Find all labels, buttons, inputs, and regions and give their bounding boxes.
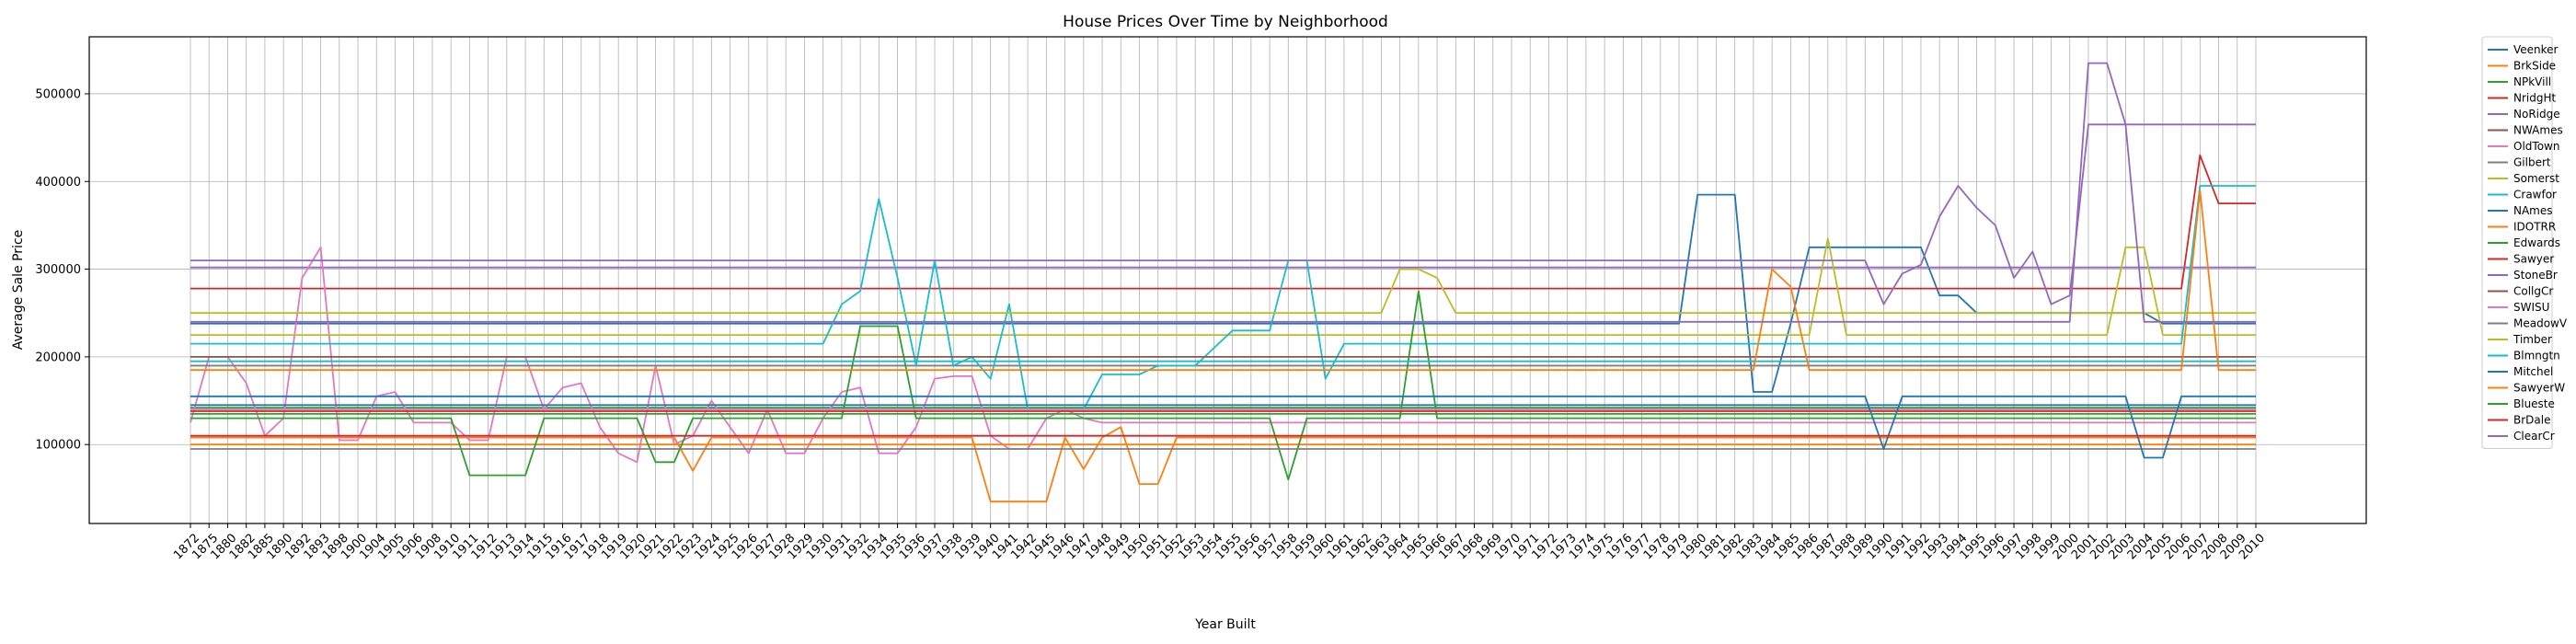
series-line-somerst bbox=[190, 237, 2256, 336]
y-tick-label: 400000 bbox=[35, 176, 81, 190]
legend-label: NPkVill bbox=[2513, 75, 2551, 88]
legend-label: SawyerW bbox=[2513, 382, 2565, 395]
series-line-stonebr bbox=[190, 123, 2256, 305]
series-line-sawyerw bbox=[190, 189, 2256, 372]
legend-label: NoRidge bbox=[2513, 108, 2560, 121]
legend-label: BrDale bbox=[2513, 414, 2550, 427]
legend-label: Blmngtn bbox=[2513, 350, 2560, 362]
y-axis-label: Average Sale Price bbox=[11, 230, 26, 351]
legend-label: Mitchel bbox=[2513, 365, 2553, 378]
series-line-crawfor bbox=[190, 185, 2256, 410]
legend-label: Timber bbox=[2513, 333, 2552, 346]
legend-label: Blueste bbox=[2513, 397, 2555, 410]
legend-label: Sawyer bbox=[2513, 253, 2554, 266]
legend-label: BrkSide bbox=[2513, 60, 2556, 73]
legend-label: Gilbert bbox=[2513, 156, 2551, 169]
legend-label: SWISU bbox=[2513, 301, 2549, 314]
y-tick-label: 500000 bbox=[35, 87, 81, 101]
legend-label: Crawfor bbox=[2513, 189, 2557, 201]
series-line-veenker bbox=[190, 193, 2256, 393]
legend: Veenker BrkSide NPkVill NridgHt NoRidge NWAme… bbox=[2481, 36, 2568, 449]
series-line-nridght bbox=[190, 154, 2256, 290]
plot-area: 1872187518801882188518901892189318981900… bbox=[35, 36, 2367, 562]
y-tick-label: 200000 bbox=[35, 351, 81, 364]
series-line-mitchel bbox=[190, 395, 2256, 459]
legend-box bbox=[2481, 36, 2553, 449]
series-line-timber bbox=[190, 268, 2256, 315]
x-axis-label: Year Built bbox=[1194, 617, 1256, 632]
series-line-oldtown bbox=[190, 246, 2256, 464]
legend-label: Veenker bbox=[2513, 43, 2559, 56]
legend-label: NridgHt bbox=[2513, 92, 2557, 105]
legend-label: NWAmes bbox=[2513, 124, 2563, 137]
plot-frame bbox=[88, 36, 2367, 524]
legend-label: CollgCr bbox=[2513, 285, 2553, 298]
legend-label: IDOTRR bbox=[2513, 221, 2556, 234]
y-tick-label: 300000 bbox=[35, 263, 81, 277]
series-line-edwards bbox=[190, 290, 2256, 481]
chart-title: House Prices Over Time by Neighborhood bbox=[1063, 13, 1388, 31]
y-tick-label: 100000 bbox=[35, 439, 81, 453]
legend-label: Somerst bbox=[2513, 172, 2559, 185]
legend-label: ClearCr bbox=[2513, 430, 2555, 443]
legend-label: OldTown bbox=[2513, 140, 2559, 153]
legend-label: Edwards bbox=[2513, 236, 2560, 249]
legend-label: StoneBr bbox=[2513, 269, 2558, 282]
series-line-brkside bbox=[190, 426, 2256, 503]
legend-label: NAmes bbox=[2513, 204, 2553, 217]
legend-label: MeadowV bbox=[2513, 317, 2568, 330]
series-line-clearcr bbox=[190, 62, 2256, 323]
